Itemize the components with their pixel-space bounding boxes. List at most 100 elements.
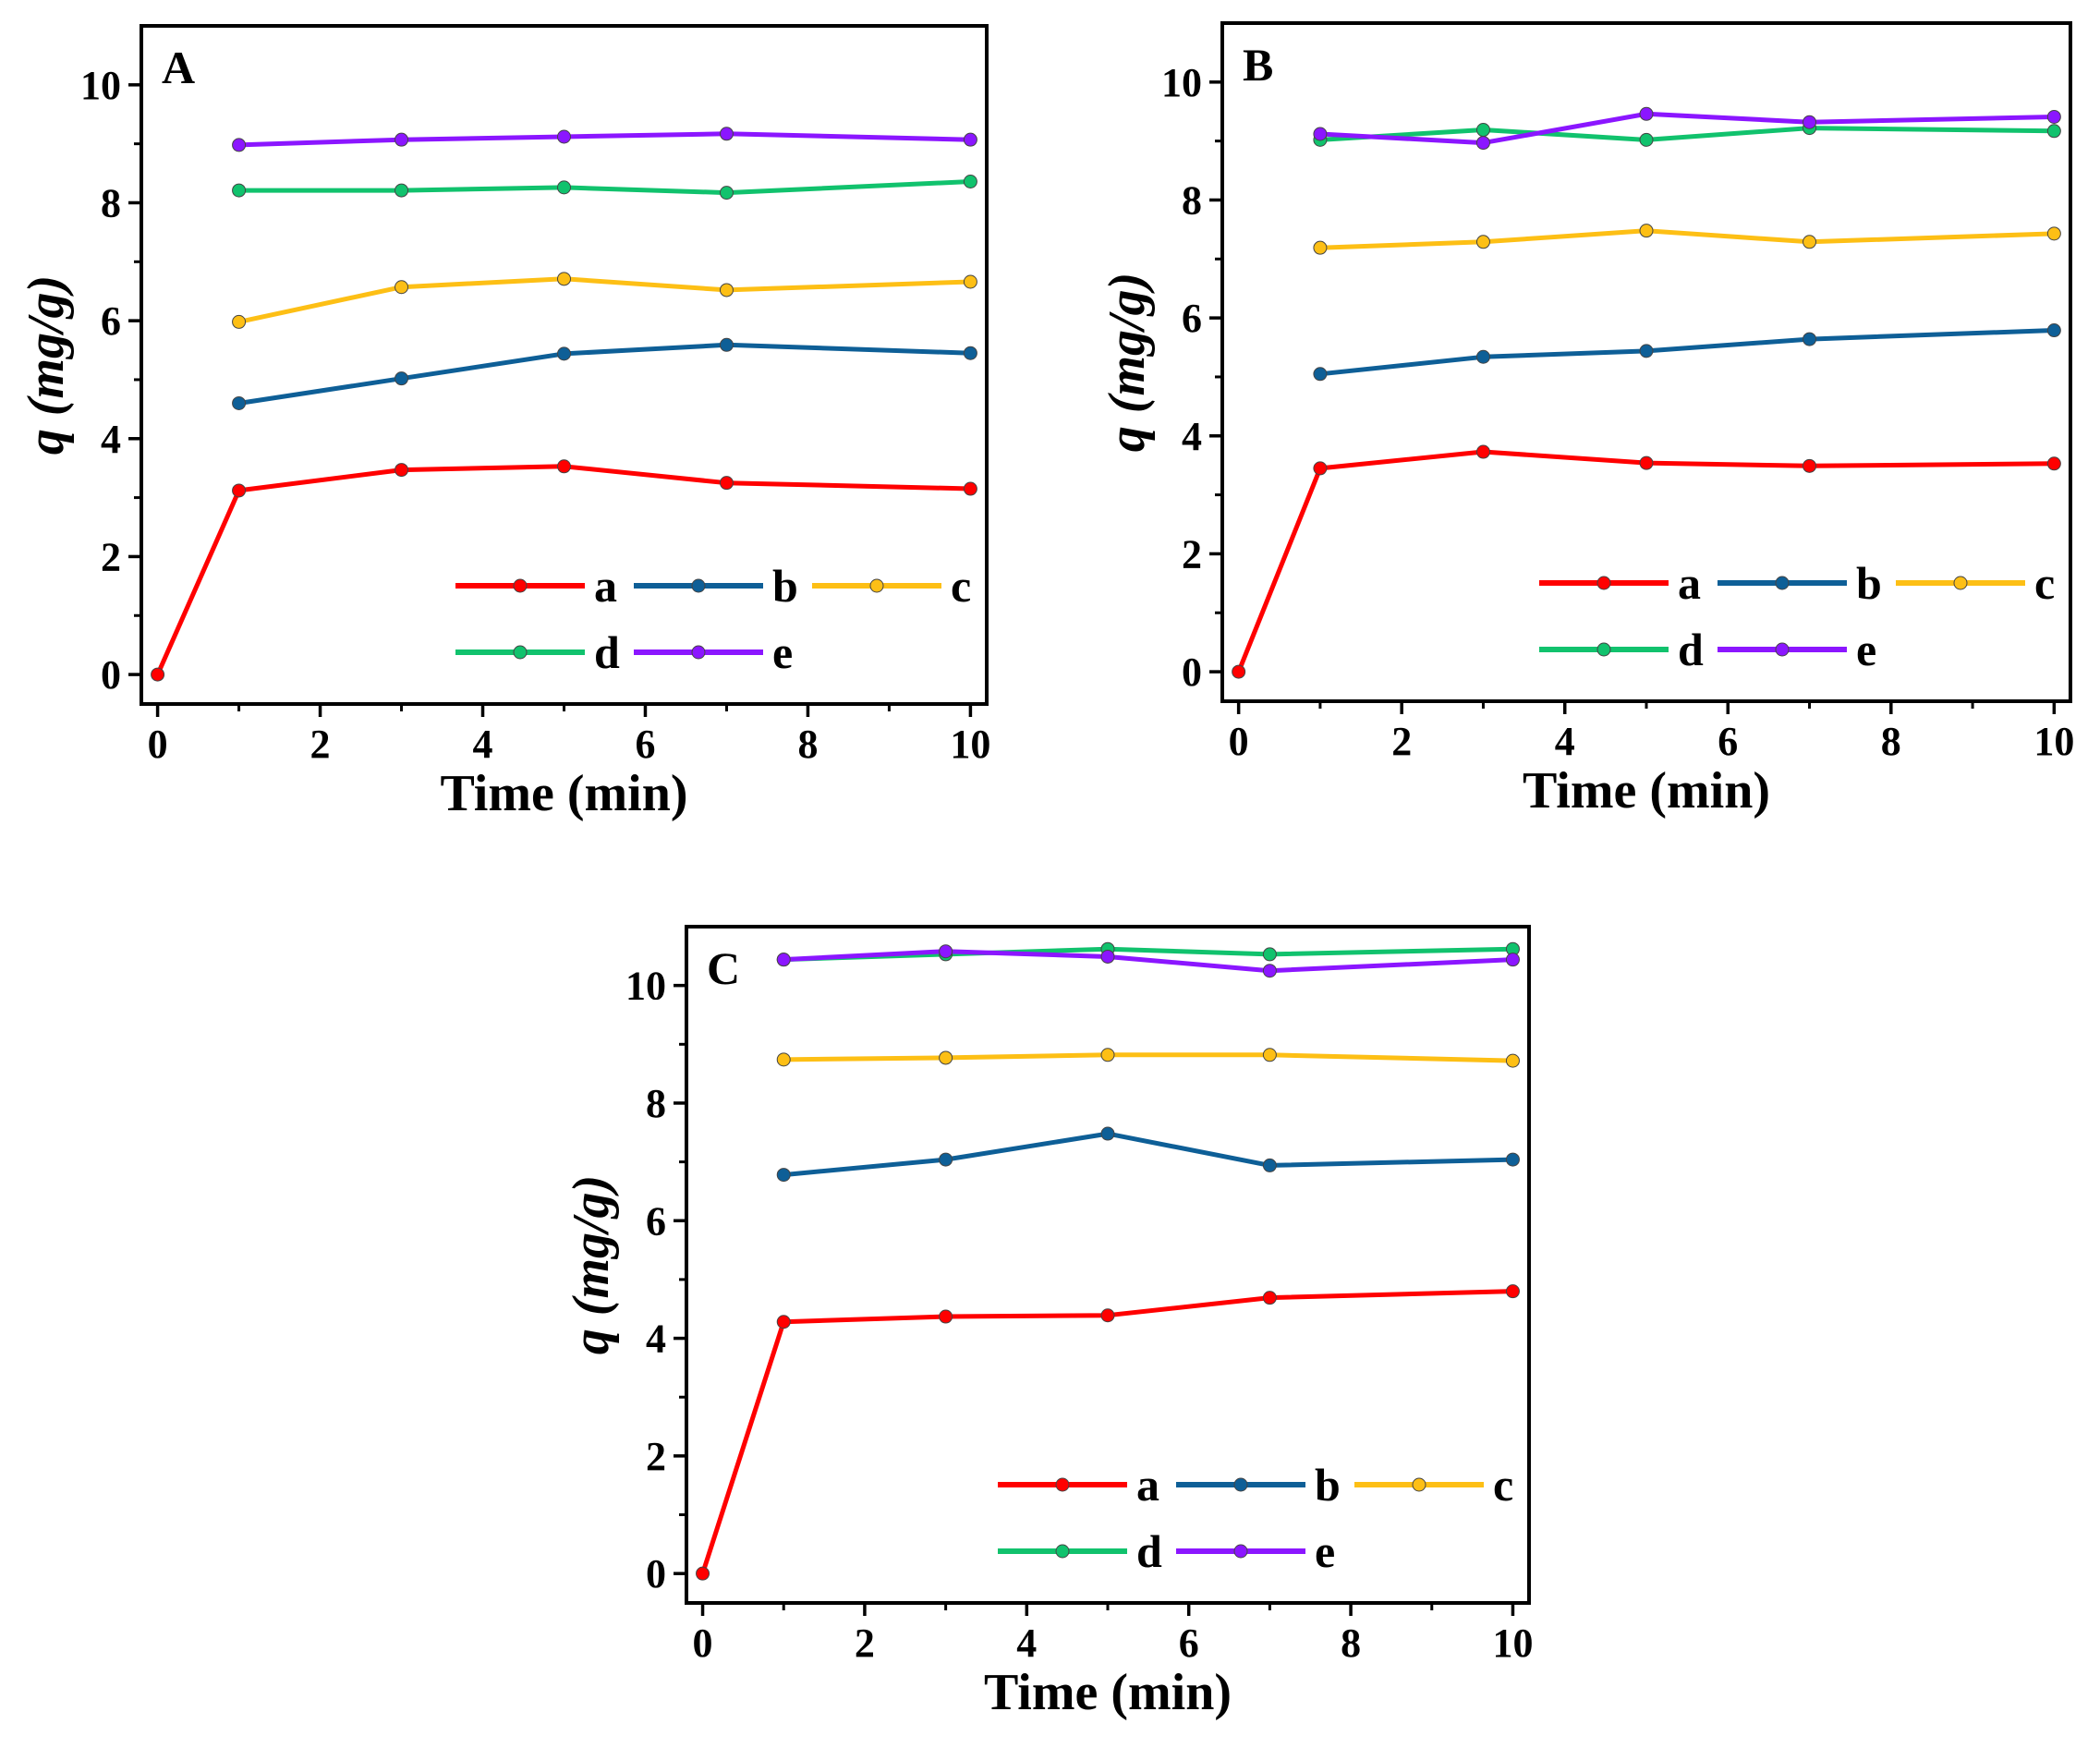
legend-item-b: b [634,560,798,612]
data-point-b [232,395,247,410]
legend-marker-a [1055,1477,1070,1492]
x-tick-label: 6 [1718,719,1738,764]
data-point-c [1803,235,1817,249]
y-axis-unit: (mg/g) [1099,273,1156,413]
series-c [232,272,977,329]
data-point-e [2046,109,2061,124]
legend-marker-e [691,645,706,660]
data-point-e [557,129,571,144]
data-point-b [1803,332,1817,346]
data-point-b [776,1168,791,1183]
data-point-c [2046,226,2061,241]
legend-label-a: a [1136,1459,1159,1511]
data-point-a [2046,456,2061,471]
y-axis-variable: q [1099,426,1156,452]
data-point-a [1505,1284,1520,1299]
data-point-c [776,1052,791,1067]
y-tick-label: 4 [646,1317,666,1362]
data-point-e [232,138,247,152]
x-tick-label: 2 [1391,719,1412,764]
data-point-e [1803,115,1817,129]
data-point-c [1100,1048,1115,1062]
series-b [776,1126,1520,1183]
data-point-c [1475,235,1490,249]
panel-b: 0 2 4 6 8 10 0 2 4 6 8 10 Time (min) q (mg/g) Ba b c d e [1099,21,2074,819]
x-tick-label: 8 [1881,719,1901,764]
legend-item-a: a [1539,557,1701,609]
legend-label-b: b [1856,557,1882,609]
x-tick-label: 10 [950,722,990,767]
data-point-d [719,186,734,200]
data-point-a [232,483,247,498]
x-tick-label: 10 [2033,719,2074,764]
data-point-d [1475,123,1490,138]
data-point-e [963,132,977,147]
x-tick-label: 0 [693,1621,713,1666]
data-point-e [1313,127,1328,141]
data-point-e [1639,106,1654,121]
data-point-a [939,1309,953,1324]
data-point-d [963,175,977,189]
x-tick-label: 6 [635,722,655,767]
data-point-a [696,1566,710,1581]
x-tick-label: 8 [1341,1621,1361,1666]
legend-item-c: c [1354,1459,1513,1511]
series-a [696,1284,1520,1581]
legend-label-e: e [1315,1525,1335,1577]
data-point-a [395,463,409,478]
y-tick-label: 6 [101,298,121,344]
legend-item-d: d [455,626,620,678]
data-point-e [1100,949,1115,964]
data-point-b [557,346,571,361]
legend-marker-c [1953,576,1968,590]
y-tick-label: 4 [1182,414,1202,459]
x-tick-label: 0 [148,722,168,767]
panel-label: B [1243,39,1273,91]
y-tick-label: 10 [625,964,666,1009]
data-point-a [776,1315,791,1329]
legend-marker-d [513,645,528,660]
legend-marker-b [1233,1477,1248,1492]
y-axis-unit: (mg/g) [18,275,75,416]
legend-item-c: c [812,560,971,612]
data-point-c [1262,1048,1277,1062]
legend-marker-e [1233,1544,1248,1559]
data-point-d [2046,124,2061,139]
data-point-c [557,272,571,286]
data-point-b [2046,323,2061,338]
legend-label-e: e [772,626,793,678]
y-tick-label: 6 [646,1198,666,1244]
y-tick-label: 0 [1182,649,1202,695]
data-point-c [1505,1053,1520,1068]
data-point-e [776,953,791,967]
y-axis-space [563,1316,620,1329]
data-point-c [719,283,734,297]
data-point-d [232,183,247,198]
data-point-a [1100,1308,1115,1323]
legend: a b c d e [455,560,971,678]
legend-label-d: d [1678,624,1704,675]
data-point-d [1639,132,1654,147]
data-point-a [1313,461,1328,476]
legend-label-d: d [1136,1525,1162,1577]
y-tick-label: 0 [101,652,121,698]
data-point-c [1639,224,1654,238]
legend-item-a: a [998,1459,1159,1511]
legend-item-c: c [1896,557,2055,609]
legend-item-d: d [1539,624,1704,675]
x-tick-label: 8 [797,722,818,767]
data-point-e [939,944,953,959]
y-axis-title: q (mg/g) [1099,273,1156,452]
y-tick-label: 10 [1161,60,1202,105]
legend-item-a: a [455,560,617,612]
x-tick-label: 2 [310,722,331,767]
series-line-a [155,464,971,676]
legend: a b c d e [998,1459,1513,1577]
data-point-b [963,346,977,360]
series-c [776,1048,1520,1068]
series-line-a [1236,449,2055,674]
data-point-a [963,481,977,496]
data-point-a [1803,458,1817,473]
